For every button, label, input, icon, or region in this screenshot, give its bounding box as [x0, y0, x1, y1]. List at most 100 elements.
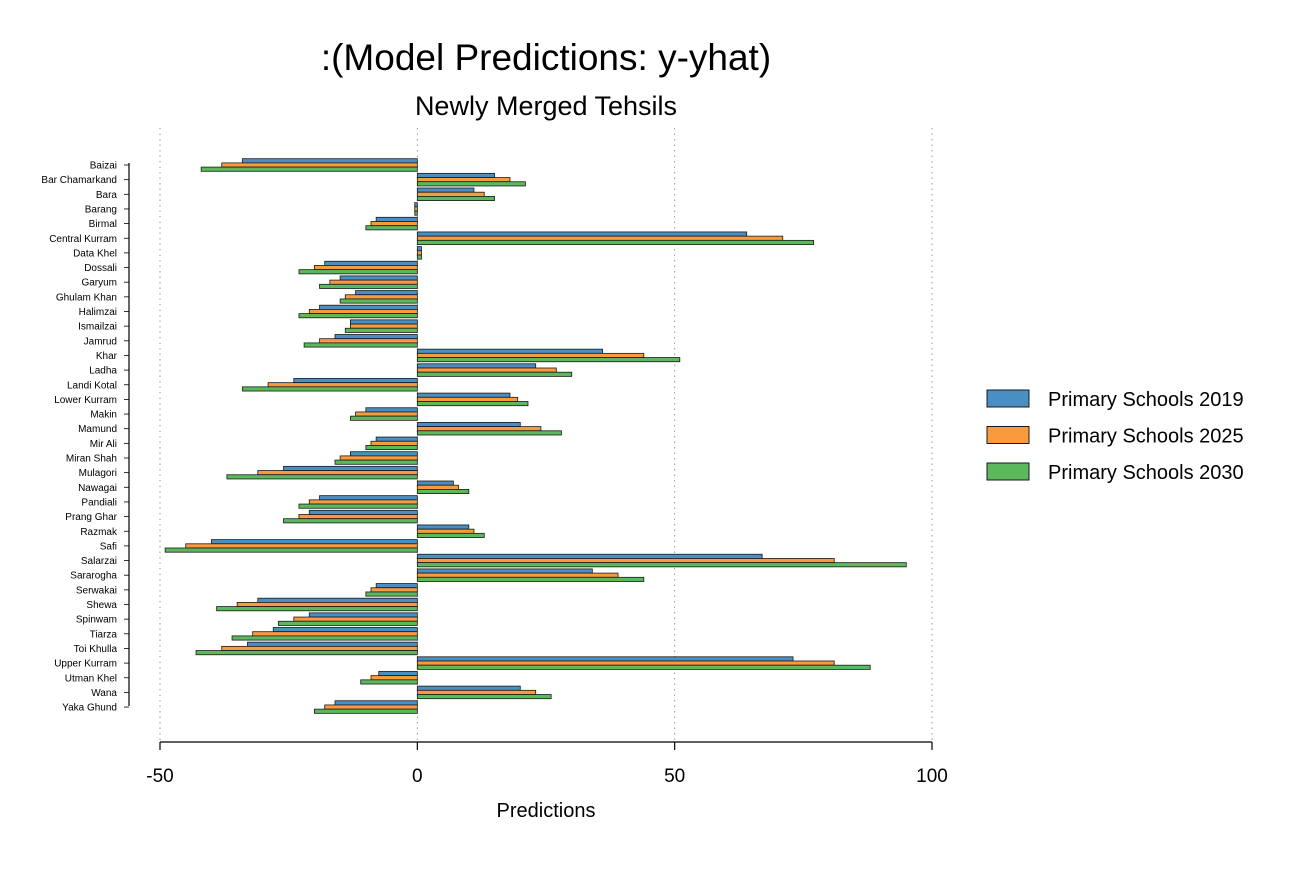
x-axis-title: Predictions [497, 800, 596, 822]
bar [416, 426, 542, 432]
category-label: Lower Kurram [54, 395, 117, 406]
bar [241, 158, 418, 164]
bar [334, 700, 418, 706]
category-label: Mulagori [79, 468, 117, 479]
bar [416, 392, 511, 398]
category-label: Shewa [86, 600, 117, 611]
bar [416, 524, 470, 530]
bar [370, 675, 418, 681]
category-label: Barang [85, 204, 117, 215]
bar [416, 480, 454, 486]
category-label: Toi Khulla [74, 644, 118, 655]
bar [350, 319, 418, 325]
bar [416, 187, 475, 193]
bar [329, 279, 418, 285]
bar [416, 528, 475, 534]
category-label: Baizai [90, 161, 117, 172]
category-label: Wana [91, 688, 117, 699]
legend-label: Primary Schools 2025 [1048, 426, 1244, 448]
bar [252, 631, 418, 637]
bar [414, 210, 418, 216]
bar [344, 294, 418, 300]
bar [416, 250, 422, 256]
bar [298, 313, 418, 319]
bar [416, 576, 645, 582]
bar [416, 532, 485, 538]
bar [308, 509, 418, 515]
bar [267, 382, 418, 388]
bar [416, 562, 907, 568]
bar [308, 308, 418, 314]
bar [247, 641, 418, 647]
category-label: Ghulam Khan [56, 292, 117, 303]
bar [319, 495, 418, 501]
bar [365, 407, 418, 413]
bar [416, 195, 495, 201]
x-tick-label: -50 [146, 766, 173, 787]
bar [350, 451, 418, 457]
bar [416, 488, 470, 494]
bar [414, 206, 418, 212]
x-axis-ticks: -50 0 50 100 [146, 742, 948, 787]
bar [365, 591, 418, 597]
legend-swatch [986, 462, 1030, 481]
bar [416, 664, 871, 670]
bar [416, 572, 619, 578]
category-label: Ladha [89, 366, 117, 377]
bar [272, 627, 418, 633]
bar [416, 558, 835, 564]
bar [355, 411, 418, 417]
bar [334, 459, 418, 465]
bar [283, 465, 418, 471]
bar [416, 430, 562, 436]
bar [221, 162, 418, 168]
category-label: Mir Ali [90, 439, 117, 450]
category-label: Razmak [80, 527, 118, 538]
bar [293, 616, 418, 622]
bar [416, 484, 459, 490]
bar [339, 298, 418, 304]
category-label: Central Kurram [49, 234, 117, 245]
bar [375, 583, 418, 589]
bar [416, 239, 815, 245]
bar [416, 246, 422, 252]
bar [350, 323, 418, 329]
bar [365, 445, 418, 451]
x-tick-label: 100 [916, 766, 948, 787]
bar [200, 166, 418, 172]
legend-swatch [986, 426, 1030, 444]
category-label: Jamrud [84, 336, 117, 347]
bar [416, 421, 521, 427]
bar [319, 283, 418, 289]
category-label: Bara [96, 190, 118, 201]
bar [416, 656, 794, 662]
bar [334, 334, 418, 340]
bar [375, 216, 418, 222]
bar [416, 694, 552, 700]
bar [339, 275, 418, 281]
bar [416, 689, 537, 695]
bar [277, 620, 418, 626]
bar [416, 660, 835, 666]
bar [416, 177, 511, 183]
x-tick-label: 0 [412, 766, 423, 787]
category-label: Upper Kurram [54, 659, 117, 670]
bar [319, 304, 418, 310]
legend-swatch [986, 389, 1030, 408]
bar [283, 518, 418, 524]
bar [303, 342, 418, 348]
bar [375, 436, 418, 442]
bar [416, 363, 537, 369]
bar [344, 327, 418, 333]
bar [231, 635, 418, 641]
bar [298, 503, 418, 509]
bar [416, 191, 485, 197]
bar [195, 650, 418, 656]
bar [416, 172, 495, 178]
bar [236, 602, 418, 608]
bar [370, 587, 418, 593]
bars [124, 158, 907, 714]
bar [257, 470, 418, 476]
bar [164, 547, 418, 553]
